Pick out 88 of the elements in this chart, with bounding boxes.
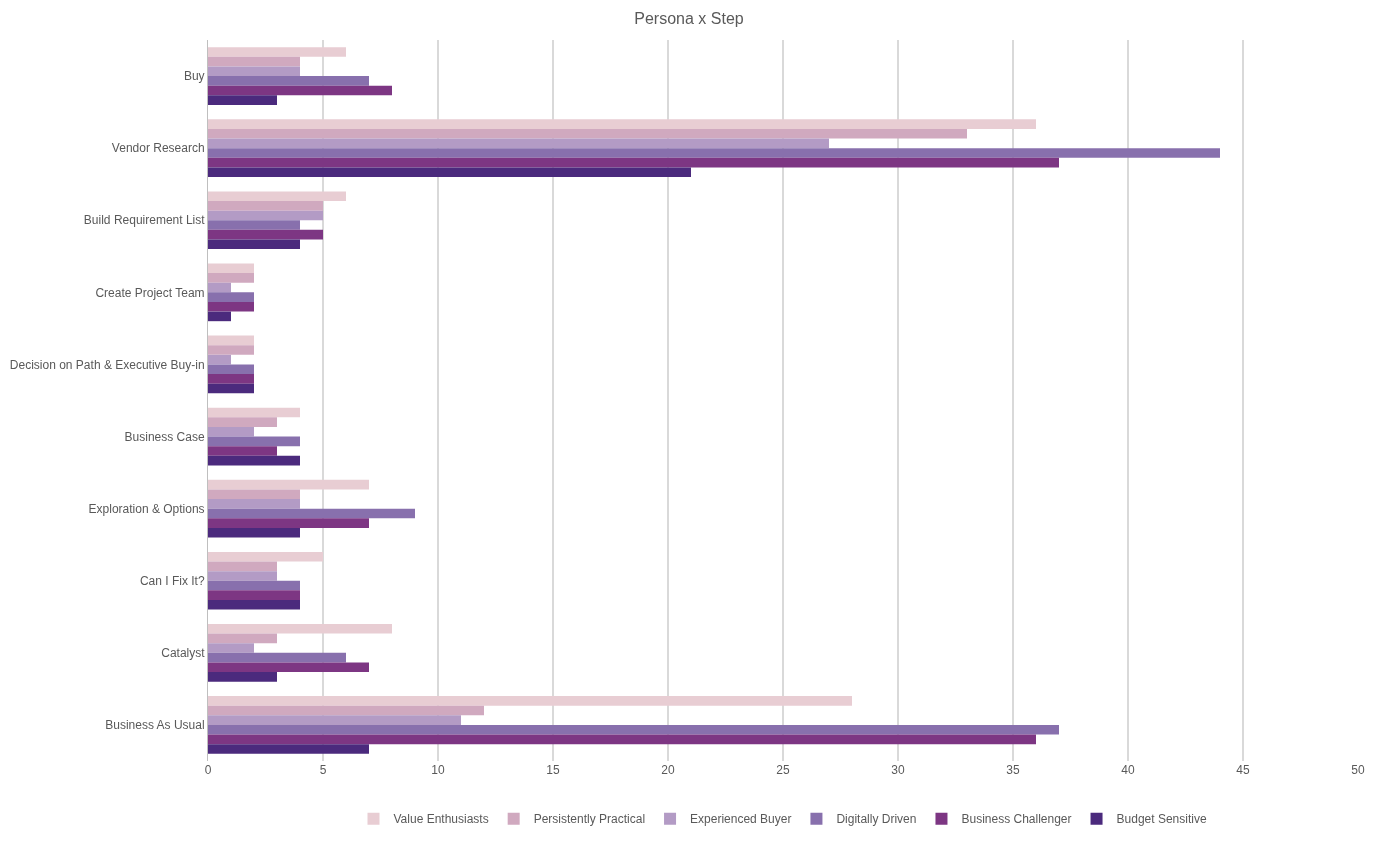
bar [208, 527, 300, 538]
y-tick-label: Business Case [124, 429, 205, 444]
bar [208, 66, 300, 77]
bar [208, 744, 369, 754]
bar [208, 724, 1059, 735]
bar [208, 345, 254, 355]
y-tick-label: Buy [183, 69, 205, 84]
bar [208, 148, 1220, 158]
bar [208, 364, 254, 375]
y-tick-label: Create Project Team [95, 285, 205, 300]
bar [208, 407, 300, 418]
legend-label: Budget Sensitive [1116, 812, 1207, 827]
bar [208, 499, 300, 509]
bar [208, 282, 231, 293]
y-tick-label: Build Requirement List [83, 213, 206, 228]
bar [208, 191, 346, 202]
bar [208, 571, 277, 581]
y-tick-label: Catalyst [161, 646, 206, 661]
x-tick-label: 25 [776, 763, 790, 777]
bar [208, 95, 277, 105]
bar [208, 210, 323, 221]
bar [208, 138, 829, 149]
legend-label: Business Challenger [961, 812, 1072, 827]
x-tick-label: 15 [546, 763, 560, 777]
bar [208, 590, 300, 600]
bar [208, 76, 369, 86]
x-tick-label: 50 [1351, 763, 1365, 777]
x-tick-label: 30 [891, 763, 905, 777]
x-tick-label: 45 [1236, 763, 1250, 777]
bar [208, 239, 300, 250]
bar [208, 643, 254, 653]
chart-title: Persona x Step [634, 9, 744, 27]
legend-label: Value Enthusiasts [393, 812, 489, 827]
bar [208, 633, 277, 644]
bar [208, 734, 1036, 745]
bar [208, 56, 300, 67]
bar [208, 696, 852, 706]
bar [208, 446, 277, 456]
bar [208, 335, 254, 346]
x-tick-label: 10 [431, 763, 445, 777]
bar [208, 479, 369, 490]
bar [208, 311, 231, 322]
bar [208, 426, 254, 437]
bar [208, 85, 392, 96]
y-tick-label: Business As Usual [105, 718, 205, 733]
bar [208, 624, 392, 634]
y-tick-label: Vendor Research [111, 141, 205, 156]
x-tick-label: 0 [204, 763, 212, 777]
bar [208, 580, 300, 591]
bar [208, 705, 484, 716]
bar [208, 220, 300, 230]
bar [208, 354, 231, 365]
bar [208, 508, 415, 519]
bar [208, 273, 254, 283]
bar [208, 561, 277, 572]
bar [208, 301, 254, 312]
bar [208, 652, 346, 663]
x-tick-label: 5 [319, 763, 327, 777]
legend-label: Digitally Driven [836, 812, 917, 827]
x-tick-label: 40 [1121, 763, 1135, 777]
bar [208, 374, 254, 384]
bar [208, 662, 369, 673]
legend-label: Experienced Buyer [690, 812, 792, 827]
y-tick-label: Decision on Path & Executive Buy-in [9, 357, 205, 372]
x-tick-label: 35 [1006, 763, 1020, 777]
legend-label: Persistently Practical [533, 812, 646, 827]
bar [208, 551, 323, 562]
bar [208, 201, 323, 211]
bar [208, 455, 300, 466]
bar [208, 229, 323, 240]
bar [208, 518, 369, 528]
bar [208, 119, 1036, 129]
bar [208, 292, 254, 302]
y-tick-label: Can I Fix It? [139, 573, 205, 588]
bar [208, 157, 1059, 168]
bar [208, 128, 967, 139]
bar [208, 599, 300, 610]
y-tick-label: Exploration & Options [88, 501, 205, 516]
bar [208, 489, 300, 500]
bar [208, 47, 346, 57]
bar [208, 417, 277, 427]
bar [208, 715, 461, 725]
bar [208, 672, 277, 682]
x-tick-label: 20 [661, 763, 675, 777]
bar [208, 167, 691, 177]
bar [208, 436, 300, 447]
bar [208, 383, 254, 394]
bar [208, 263, 254, 274]
